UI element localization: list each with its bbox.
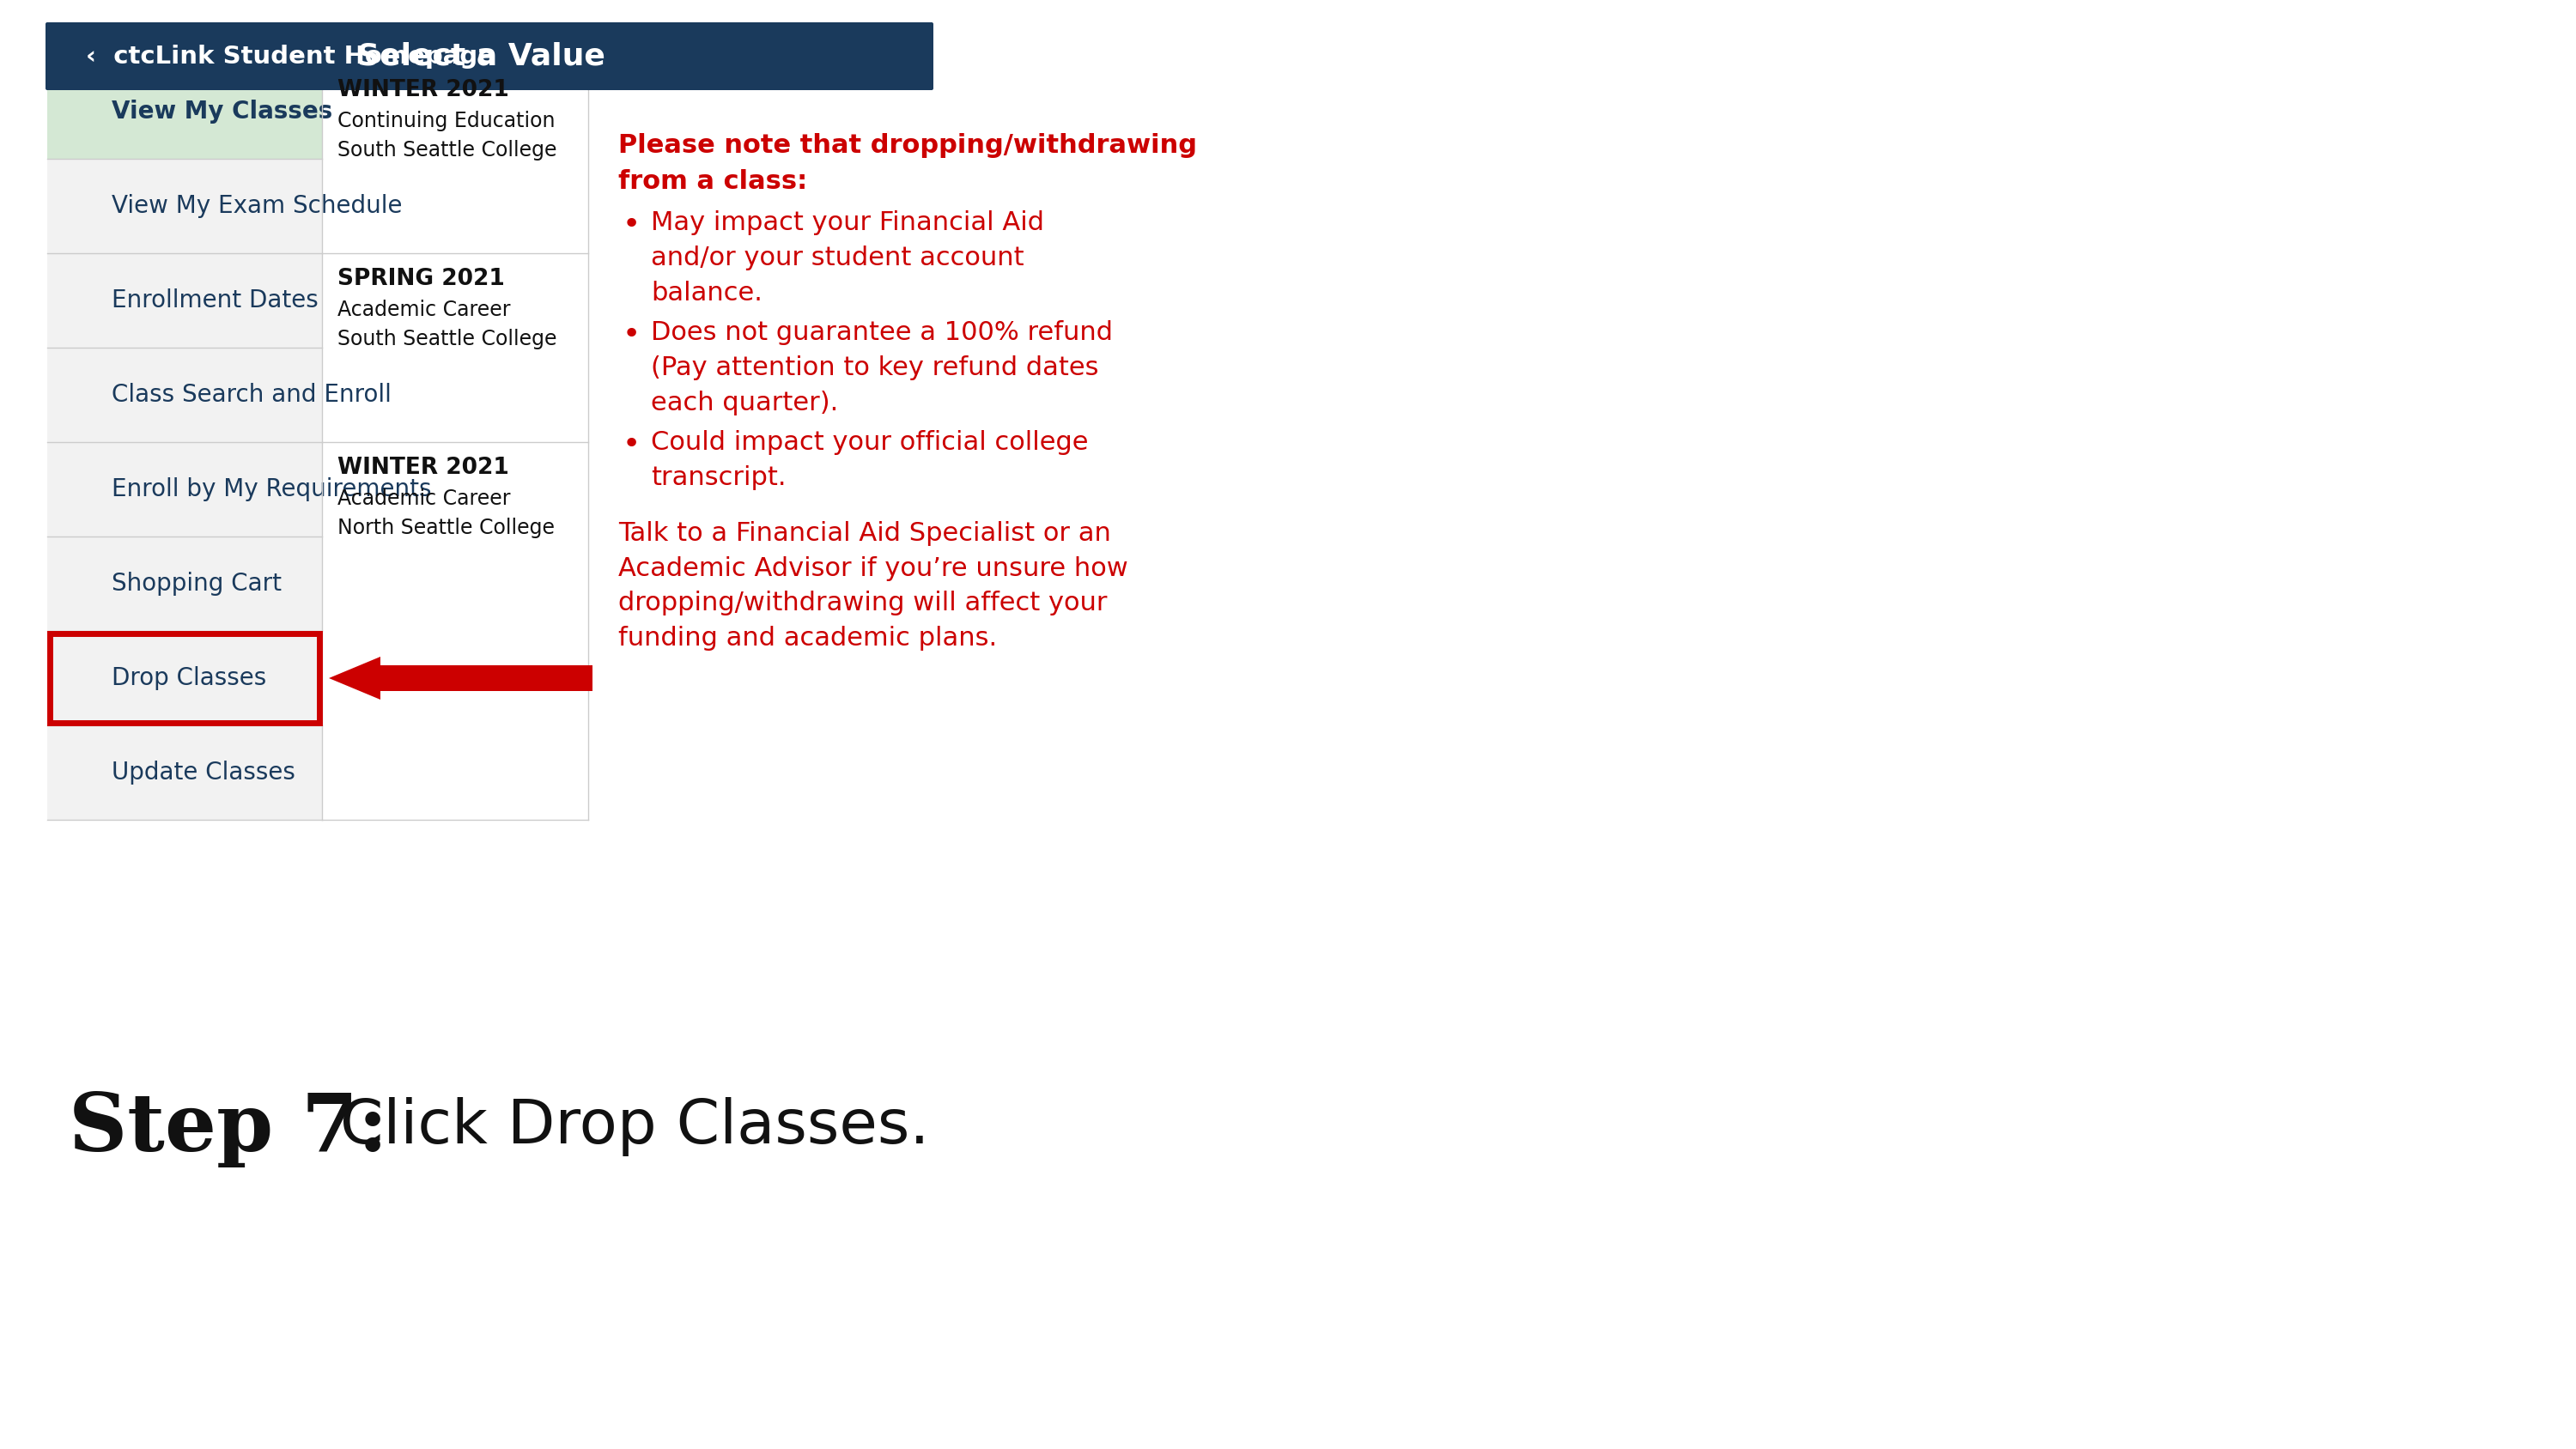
Text: balance.: balance. [652, 280, 762, 306]
Text: Class Search and Enroll: Class Search and Enroll [111, 383, 392, 407]
FancyBboxPatch shape [46, 22, 933, 90]
Text: Does not guarantee a 100% refund: Does not guarantee a 100% refund [652, 320, 1113, 345]
Text: dropping/withdrawing will affect your: dropping/withdrawing will affect your [618, 591, 1108, 616]
Text: •: • [623, 320, 641, 349]
Text: WINTER 2021: WINTER 2021 [337, 456, 510, 480]
Text: South Seattle College: South Seattle College [337, 141, 556, 161]
Text: (Pay attention to key refund dates: (Pay attention to key refund dates [652, 355, 1097, 380]
FancyBboxPatch shape [46, 726, 322, 820]
FancyBboxPatch shape [46, 630, 322, 726]
Text: Step 7:: Step 7: [70, 1090, 389, 1168]
Text: View My Exam Schedule: View My Exam Schedule [111, 194, 402, 217]
FancyBboxPatch shape [322, 64, 587, 820]
Text: •: • [623, 430, 641, 459]
Text: Shopping Cart: Shopping Cart [111, 572, 281, 596]
FancyBboxPatch shape [381, 665, 592, 691]
FancyBboxPatch shape [46, 348, 322, 442]
Text: SPRING 2021: SPRING 2021 [337, 268, 505, 290]
FancyBboxPatch shape [46, 64, 322, 159]
Text: Please note that dropping/withdrawing: Please note that dropping/withdrawing [618, 133, 1198, 158]
FancyBboxPatch shape [46, 159, 322, 254]
FancyBboxPatch shape [46, 442, 322, 536]
Text: South Seattle College: South Seattle College [337, 329, 556, 349]
Text: Talk to a Financial Aid Specialist or an: Talk to a Financial Aid Specialist or an [618, 520, 1110, 546]
Text: transcript.: transcript. [652, 465, 786, 490]
FancyBboxPatch shape [46, 536, 322, 630]
Text: from a class:: from a class: [618, 170, 806, 194]
FancyBboxPatch shape [46, 254, 322, 348]
Text: ‹  ctcLink Student Homepage: ‹ ctcLink Student Homepage [85, 45, 495, 68]
Text: Could impact your official college: Could impact your official college [652, 430, 1087, 455]
Text: Click Drop Classes.: Click Drop Classes. [301, 1097, 930, 1156]
Text: WINTER 2021: WINTER 2021 [337, 80, 510, 101]
Text: Academic Career: Academic Career [337, 300, 510, 320]
Text: Academic Career: Academic Career [337, 488, 510, 509]
Text: North Seattle College: North Seattle College [337, 517, 554, 538]
Text: •: • [623, 210, 641, 239]
Polygon shape [330, 656, 381, 700]
Text: and/or your student account: and/or your student account [652, 245, 1025, 271]
Text: May impact your Financial Aid: May impact your Financial Aid [652, 210, 1043, 235]
Text: each quarter).: each quarter). [652, 390, 837, 416]
Text: Select a Value: Select a Value [358, 42, 605, 71]
Text: funding and academic plans.: funding and academic plans. [618, 626, 997, 651]
Text: Enroll by My Requirements: Enroll by My Requirements [111, 477, 430, 501]
Text: View My Classes: View My Classes [111, 100, 332, 123]
Text: Continuing Education: Continuing Education [337, 110, 556, 132]
Text: Enrollment Dates: Enrollment Dates [111, 288, 319, 313]
Text: Drop Classes: Drop Classes [111, 667, 265, 690]
Text: Academic Advisor if you’re unsure how: Academic Advisor if you’re unsure how [618, 556, 1128, 581]
Text: Update Classes: Update Classes [111, 761, 296, 784]
